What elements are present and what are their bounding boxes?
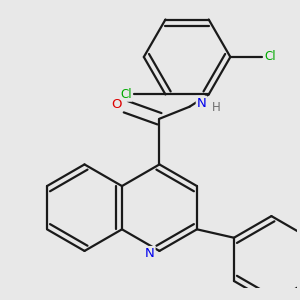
Text: N: N: [145, 247, 155, 260]
Text: Cl: Cl: [264, 50, 276, 64]
Text: O: O: [111, 98, 122, 111]
Text: N: N: [196, 97, 206, 110]
Text: Cl: Cl: [120, 88, 132, 101]
Text: H: H: [212, 101, 220, 114]
